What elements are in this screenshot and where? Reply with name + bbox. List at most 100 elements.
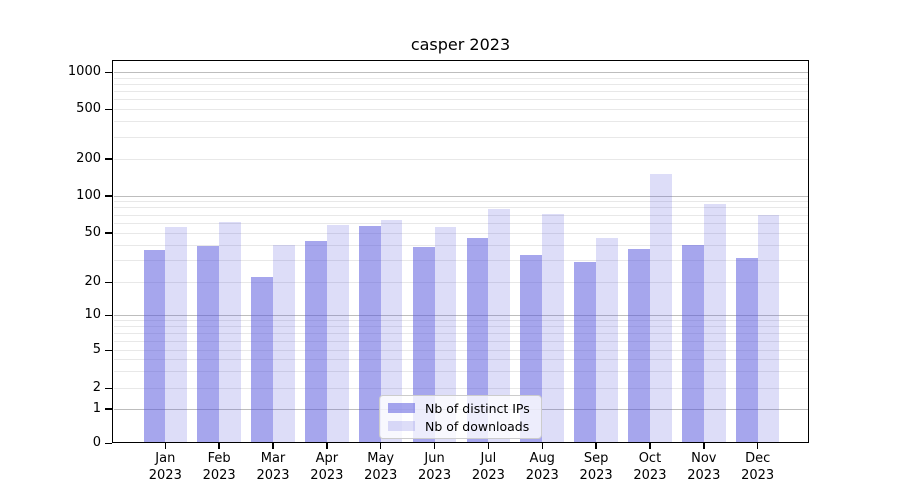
x-tick-mark (272, 443, 274, 449)
x-tick-label-feb: Feb 2023 (202, 451, 236, 483)
gridline-minor (114, 359, 808, 361)
legend-label-distinct-ips: Nb of distinct IPs (425, 400, 530, 416)
x-tick-mark (756, 443, 759, 449)
y-tick-mark (105, 71, 112, 73)
gridline-minor (114, 350, 808, 351)
bar-downloads-apr (326, 224, 349, 443)
y-tick-mark (105, 108, 112, 110)
bar-downloads-dec (757, 214, 780, 443)
bar-distinct-ips-jul (466, 238, 489, 443)
x-tick-mark (649, 443, 651, 449)
legend: Nb of distinct IPs Nb of downloads (379, 395, 542, 439)
bar-downloads-mar (273, 244, 295, 443)
bar-downloads-may (380, 220, 403, 443)
gridline-major (114, 195, 808, 197)
x-tick-label-jan: Jan 2023 (148, 451, 182, 483)
x-tick-label-mar: Mar 2023 (256, 451, 290, 483)
gridline-minor (114, 83, 808, 85)
x-tick-mark (326, 443, 328, 449)
bar-distinct-ips-sep (574, 261, 597, 443)
y-tick-label: 200 (76, 150, 101, 166)
gridline-minor (114, 371, 808, 373)
gridline-major (114, 315, 808, 316)
legend-swatch-distinct-ips (388, 403, 415, 413)
y-tick-label: 500 (76, 101, 101, 116)
bar-distinct-ips-mar (251, 276, 273, 443)
legend-item-downloads: Nb of downloads (386, 418, 535, 435)
x-tick-label-jun: Jun 2023 (418, 451, 452, 483)
legend-item-distinct-ips: Nb of distinct IPs (386, 400, 535, 417)
bar-downloads-sep (596, 238, 618, 443)
gridline-minor (114, 282, 808, 283)
gridline-minor (114, 109, 808, 110)
bar-downloads-nov (703, 204, 726, 443)
gridline-minor (114, 333, 808, 334)
gridline-minor (114, 207, 808, 209)
x-tick-mark (541, 443, 543, 449)
y-tick-label: 1 (92, 400, 101, 416)
bar-distinct-ips-jan (143, 250, 166, 443)
gridline-minor (114, 91, 808, 93)
y-tick-mark (105, 349, 112, 351)
gridline-minor (114, 158, 808, 160)
bar-distinct-ips-nov (682, 244, 704, 443)
y-tick-mark (105, 232, 112, 234)
x-tick-label-nov: Nov 2023 (687, 451, 721, 483)
gridline-minor (114, 388, 808, 389)
x-tick-label-aug: Aug 2023 (525, 451, 559, 483)
bar-downloads-jul (488, 209, 511, 443)
bar-downloads-jun (434, 227, 457, 443)
y-tick-label: 5 (92, 342, 101, 357)
x-tick-mark (218, 443, 220, 449)
gridline-minor (114, 326, 808, 328)
gridline-minor (114, 232, 808, 234)
y-tick-label: 100 (76, 187, 101, 203)
bar-distinct-ips-jun (412, 247, 435, 443)
y-tick-mark (105, 387, 112, 389)
x-tick-label-apr: Apr 2023 (310, 451, 344, 483)
y-tick-label: 50 (84, 224, 101, 240)
bar-distinct-ips-dec (735, 258, 758, 443)
gridline-major (114, 72, 808, 73)
gridline-minor (114, 77, 808, 79)
y-tick-mark (105, 195, 112, 197)
x-tick-mark (595, 443, 597, 449)
x-tick-mark (433, 443, 436, 449)
x-tick-label-dec: Dec 2023 (741, 451, 775, 483)
y-tick-label: 0 (92, 435, 101, 450)
x-tick-mark (487, 443, 490, 449)
x-tick-mark (379, 443, 382, 449)
gridline-minor (114, 320, 808, 322)
gridline-minor (114, 136, 808, 138)
x-tick-label-may: May 2023 (364, 451, 398, 483)
y-tick-label: 20 (84, 274, 101, 289)
bar-downloads-oct (649, 173, 672, 443)
x-tick-label-oct: Oct 2023 (633, 451, 667, 483)
gridline-minor (114, 99, 808, 101)
y-tick-mark (105, 158, 112, 160)
y-tick-label: 1000 (67, 64, 101, 79)
chart-title: casper 2023 (410, 35, 511, 54)
legend-label-downloads: Nb of downloads (425, 418, 530, 434)
gridline-minor (114, 222, 808, 224)
gridline-minor (114, 340, 808, 342)
bar-downloads-aug (542, 213, 565, 443)
bar-distinct-ips-oct (628, 248, 650, 443)
y-tick-mark (105, 281, 112, 283)
gridline-minor (114, 244, 808, 246)
x-tick-mark (164, 443, 167, 449)
gridline-minor (114, 201, 808, 203)
bar-downloads-feb (219, 221, 241, 443)
bar-distinct-ips-feb (197, 245, 220, 443)
bar-distinct-ips-apr (305, 240, 327, 443)
x-tick-mark (703, 443, 705, 449)
bar-distinct-ips-may (358, 225, 381, 443)
y-tick-mark (105, 314, 112, 316)
legend-swatch-downloads (388, 421, 415, 431)
y-tick-label: 2 (92, 380, 101, 395)
x-tick-label-jul: Jul 2023 (471, 451, 505, 483)
y-tick-label: 10 (84, 307, 101, 322)
gridline-minor (114, 121, 808, 123)
bar-downloads-jan (165, 227, 188, 443)
